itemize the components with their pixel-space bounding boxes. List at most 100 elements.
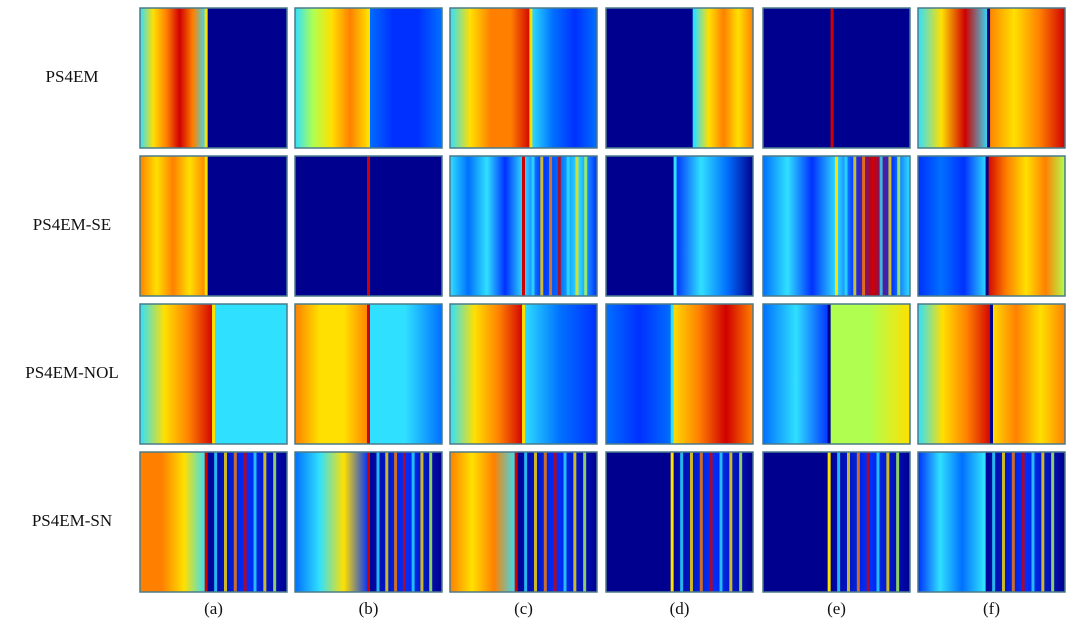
row-label: PS4EM-NOL	[25, 363, 119, 382]
heatmap-right	[832, 8, 910, 148]
stripe	[897, 156, 901, 296]
panel-frame	[139, 7, 288, 149]
column-label: (c)	[514, 599, 533, 618]
stripe	[719, 452, 723, 592]
heatmap-left	[450, 304, 524, 444]
heatmap-right	[206, 8, 287, 148]
row-label: PS4EM-SN	[32, 511, 112, 530]
heatmap-left	[763, 304, 830, 444]
divider	[529, 8, 533, 148]
stripe	[553, 452, 557, 592]
stripe	[540, 156, 544, 296]
heatmap-right	[694, 8, 753, 148]
heatmap-right	[213, 304, 287, 444]
stripe	[876, 452, 880, 592]
divider	[522, 156, 525, 296]
divider	[212, 304, 215, 444]
panel-frame	[139, 451, 288, 593]
heatmap-right	[987, 156, 1065, 296]
panel-frame	[605, 303, 754, 445]
panel-frame	[294, 303, 443, 445]
stripe	[739, 452, 743, 592]
stripe	[888, 156, 892, 296]
heatmap-left	[450, 8, 531, 148]
heatmap-right	[368, 304, 442, 444]
divider	[673, 156, 677, 296]
heatmap-left	[450, 156, 524, 296]
heatmap-right	[988, 8, 1065, 148]
heatmap-left	[295, 8, 369, 148]
column-label: (d)	[670, 599, 690, 618]
stripe	[853, 156, 857, 296]
heatmap-left	[140, 304, 214, 444]
stripe	[689, 452, 693, 592]
heatmap-left	[606, 304, 673, 444]
divider	[204, 8, 208, 148]
panel-frame	[139, 155, 288, 297]
heatmap-right	[523, 304, 597, 444]
divider	[367, 8, 370, 148]
panel-frame	[917, 7, 1066, 149]
heatmap-left	[918, 8, 989, 148]
stripe	[420, 452, 424, 592]
stripe	[563, 452, 567, 592]
divider	[830, 8, 834, 148]
panel-frame	[762, 155, 911, 297]
column-label: (a)	[204, 599, 223, 618]
heatmap-left	[606, 156, 676, 296]
stripe	[1011, 452, 1015, 592]
stripe	[385, 452, 389, 592]
column-label: (f)	[983, 599, 1000, 618]
stripe	[856, 452, 860, 592]
stripe	[844, 156, 848, 296]
heatmap-left	[763, 156, 837, 296]
heatmap-left	[140, 156, 207, 296]
stripe	[1051, 452, 1055, 592]
divider	[367, 304, 370, 444]
divider	[982, 452, 986, 592]
stripe	[402, 452, 406, 592]
panel-frame	[762, 7, 911, 149]
divider	[670, 452, 674, 592]
heatmap-right	[368, 156, 442, 296]
panel-frame	[294, 7, 443, 149]
divider	[367, 452, 370, 592]
stripe	[1031, 452, 1035, 592]
heatmap-right	[206, 156, 287, 296]
heatmap-left	[763, 8, 833, 148]
heatmap-left	[140, 452, 207, 592]
divider	[522, 304, 525, 444]
heatmap-right	[530, 8, 597, 148]
stripe	[411, 452, 415, 592]
stripe	[573, 452, 577, 592]
row-label: PS4EM	[46, 67, 99, 86]
divider	[692, 8, 696, 148]
panel-frame	[762, 451, 911, 593]
heatmap-left	[295, 156, 369, 296]
stripe	[879, 156, 883, 296]
stripe	[531, 156, 535, 296]
column-label: (e)	[827, 599, 846, 618]
divider	[204, 156, 208, 296]
heatmap-left	[918, 304, 992, 444]
stripe	[584, 156, 588, 296]
divider	[827, 452, 831, 592]
heatmap-left	[918, 452, 985, 592]
stripe	[549, 156, 553, 296]
heatmap-left	[295, 304, 369, 444]
divider	[985, 156, 989, 296]
stripe	[394, 452, 398, 592]
stripe	[709, 452, 713, 592]
stripe	[583, 452, 587, 592]
stripe	[896, 452, 900, 592]
stripe	[524, 452, 528, 592]
panel-frame	[449, 303, 598, 445]
divider	[990, 304, 993, 444]
stripe	[233, 452, 237, 592]
heatmap-right	[675, 156, 753, 296]
divider	[835, 156, 838, 296]
panel-frame	[762, 303, 911, 445]
stripe	[870, 156, 874, 296]
stripe	[543, 452, 547, 592]
stripe	[862, 156, 866, 296]
